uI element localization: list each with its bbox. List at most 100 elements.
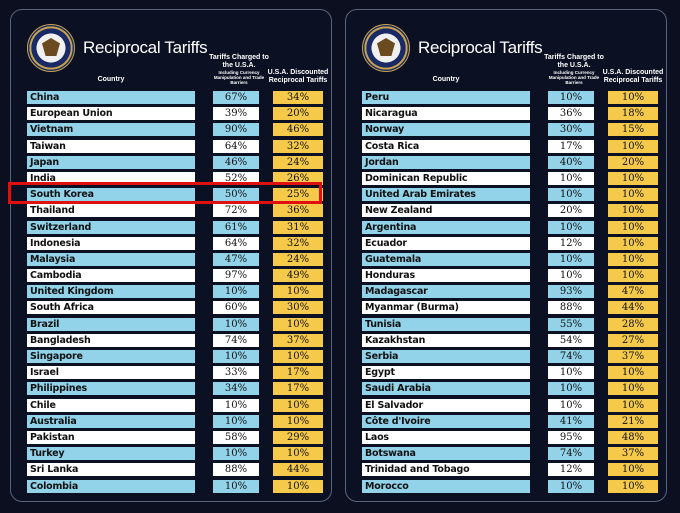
- tariff-charged-cell: 33%: [213, 366, 259, 380]
- country-cell: Philippines: [27, 382, 195, 396]
- tariff-charged-cell: 88%: [213, 463, 259, 477]
- tariff-charged-cell: 46%: [213, 155, 259, 169]
- table-row: Ecuador 12% 10%: [362, 236, 660, 252]
- discounted-tariff-cell: 29%: [273, 430, 323, 444]
- table-row: Myanmar (Burma) 88% 44%: [362, 300, 660, 316]
- discounted-tariff-cell: 10%: [608, 236, 658, 250]
- tariff-charged-cell: 36%: [548, 107, 594, 121]
- discounted-tariff-cell: 10%: [608, 139, 658, 153]
- country-cell: Ecuador: [362, 236, 530, 250]
- country-cell: European Union: [27, 107, 195, 121]
- country-cell: Nicaragua: [362, 107, 530, 121]
- country-cell: El Salvador: [362, 398, 530, 412]
- right-tariff-panel: Reciprocal Tariffs Tariffs Charged to th…: [345, 9, 667, 502]
- country-cell: Madagascar: [362, 285, 530, 299]
- country-cell: Botswana: [362, 447, 530, 461]
- tariff-charged-cell: 17%: [548, 139, 594, 153]
- discounted-tariff-cell: 37%: [273, 333, 323, 347]
- tariff-charged-cell: 47%: [213, 252, 259, 266]
- tariff-charged-cell: 74%: [548, 350, 594, 363]
- discounted-tariff-cell: 26%: [273, 171, 323, 185]
- discounted-tariff-cell: 17%: [273, 382, 323, 396]
- country-cell: Argentina: [362, 220, 530, 234]
- discounted-tariff-cell: 31%: [273, 220, 323, 234]
- country-cell: Peru: [362, 91, 530, 104]
- country-cell: Saudi Arabia: [362, 382, 530, 396]
- panel-title: Reciprocal Tariffs: [418, 38, 543, 57]
- country-cell: Trinidad and Tobago: [362, 463, 530, 477]
- tariff-charged-cell: 12%: [548, 463, 594, 477]
- country-cell: Israel: [27, 366, 195, 380]
- discounted-tariff-cell: 10%: [273, 447, 323, 461]
- header-charged-sub: Including Currency Manipulation and Trad…: [213, 70, 265, 85]
- discounted-tariff-cell: 10%: [608, 269, 658, 283]
- table-row: United Kingdom 10% 10%: [27, 284, 325, 300]
- table-row: European Union 39% 20%: [27, 106, 325, 122]
- table-row: Brazil 10% 10%: [27, 317, 325, 333]
- discounted-tariff-cell: 24%: [273, 155, 323, 169]
- table-row: Côte d'Ivoire 41% 21%: [362, 414, 660, 430]
- country-cell: Japan: [27, 155, 195, 169]
- tariff-charged-cell: 10%: [548, 479, 594, 493]
- discounted-tariff-cell: 10%: [608, 463, 658, 477]
- table-row: Honduras 10% 10%: [362, 268, 660, 284]
- table-row: Argentina 10% 10%: [362, 220, 660, 236]
- table-row: Vietnam 90% 46%: [27, 122, 325, 138]
- discounted-tariff-cell: 49%: [273, 269, 323, 283]
- table-row: Israel 33% 17%: [27, 365, 325, 381]
- country-cell: Serbia: [362, 350, 530, 363]
- discounted-tariff-cell: 15%: [608, 123, 658, 137]
- table-row: Japan 46% 24%: [27, 155, 325, 171]
- table-row: Philippines 34% 17%: [27, 381, 325, 397]
- header-tariffs-charged: Tariffs Charged to the U.S.A. Including …: [209, 54, 269, 85]
- table-row: Chile 10% 10%: [27, 398, 325, 414]
- table-row: Sri Lanka 88% 44%: [27, 462, 325, 478]
- table-row: Australia 10% 10%: [27, 414, 325, 430]
- table-row: Norway 30% 15%: [362, 122, 660, 138]
- tariff-charged-cell: 34%: [213, 382, 259, 396]
- tariff-charged-cell: 64%: [213, 236, 259, 250]
- tariff-charged-cell: 10%: [548, 366, 594, 380]
- discounted-tariff-cell: 20%: [273, 107, 323, 121]
- tariff-charged-cell: 60%: [213, 301, 259, 315]
- tariff-charged-cell: 10%: [548, 171, 594, 185]
- tariff-charged-cell: 10%: [213, 350, 259, 363]
- left-tariff-panel: Reciprocal Tariffs Tariffs Charged to th…: [10, 9, 332, 502]
- tariff-charged-cell: 12%: [548, 236, 594, 250]
- tariff-charged-cell: 10%: [213, 447, 259, 461]
- tariff-charged-cell: 95%: [548, 430, 594, 444]
- tariff-charged-cell: 10%: [213, 317, 259, 331]
- discounted-tariff-cell: 10%: [273, 398, 323, 412]
- table-row: South Africa 60% 30%: [27, 300, 325, 316]
- tariff-charged-cell: 52%: [213, 171, 259, 185]
- table-row: Botswana 74% 37%: [362, 446, 660, 462]
- country-cell: Côte d'Ivoire: [362, 414, 530, 428]
- table-row: Taiwan 64% 32%: [27, 139, 325, 155]
- country-cell: Vietnam: [27, 123, 195, 137]
- country-cell: Bangladesh: [27, 333, 195, 347]
- tariff-charged-cell: 97%: [213, 269, 259, 283]
- country-cell: Kazakhstan: [362, 333, 530, 347]
- table-row: Kazakhstan 54% 27%: [362, 333, 660, 349]
- table-row: Guatemala 10% 10%: [362, 252, 660, 268]
- table-row: Serbia 74% 37%: [362, 349, 660, 365]
- discounted-tariff-cell: 17%: [273, 366, 323, 380]
- country-cell: Myanmar (Burma): [362, 301, 530, 315]
- discounted-tariff-cell: 36%: [273, 204, 323, 218]
- table-row: Costa Rica 17% 10%: [362, 139, 660, 155]
- country-cell: China: [27, 91, 195, 104]
- tariff-charged-cell: 64%: [213, 139, 259, 153]
- tariff-charged-cell: 72%: [213, 204, 259, 218]
- country-cell: Cambodia: [27, 269, 195, 283]
- discounted-tariff-cell: 10%: [608, 479, 658, 493]
- table-row: Saudi Arabia 10% 10%: [362, 381, 660, 397]
- tariff-charged-cell: 58%: [213, 430, 259, 444]
- tariff-charged-cell: 20%: [548, 204, 594, 218]
- header-charged-sub: Including Currency Manipulation and Trad…: [548, 70, 600, 85]
- tariff-charged-cell: 10%: [213, 414, 259, 428]
- discounted-tariff-cell: 46%: [273, 123, 323, 137]
- tariff-charged-cell: 10%: [548, 91, 594, 104]
- discounted-tariff-cell: 37%: [608, 350, 658, 363]
- header-charged-main: Tariffs Charged to the U.S.A.: [544, 54, 604, 69]
- discounted-tariff-cell: 10%: [608, 366, 658, 380]
